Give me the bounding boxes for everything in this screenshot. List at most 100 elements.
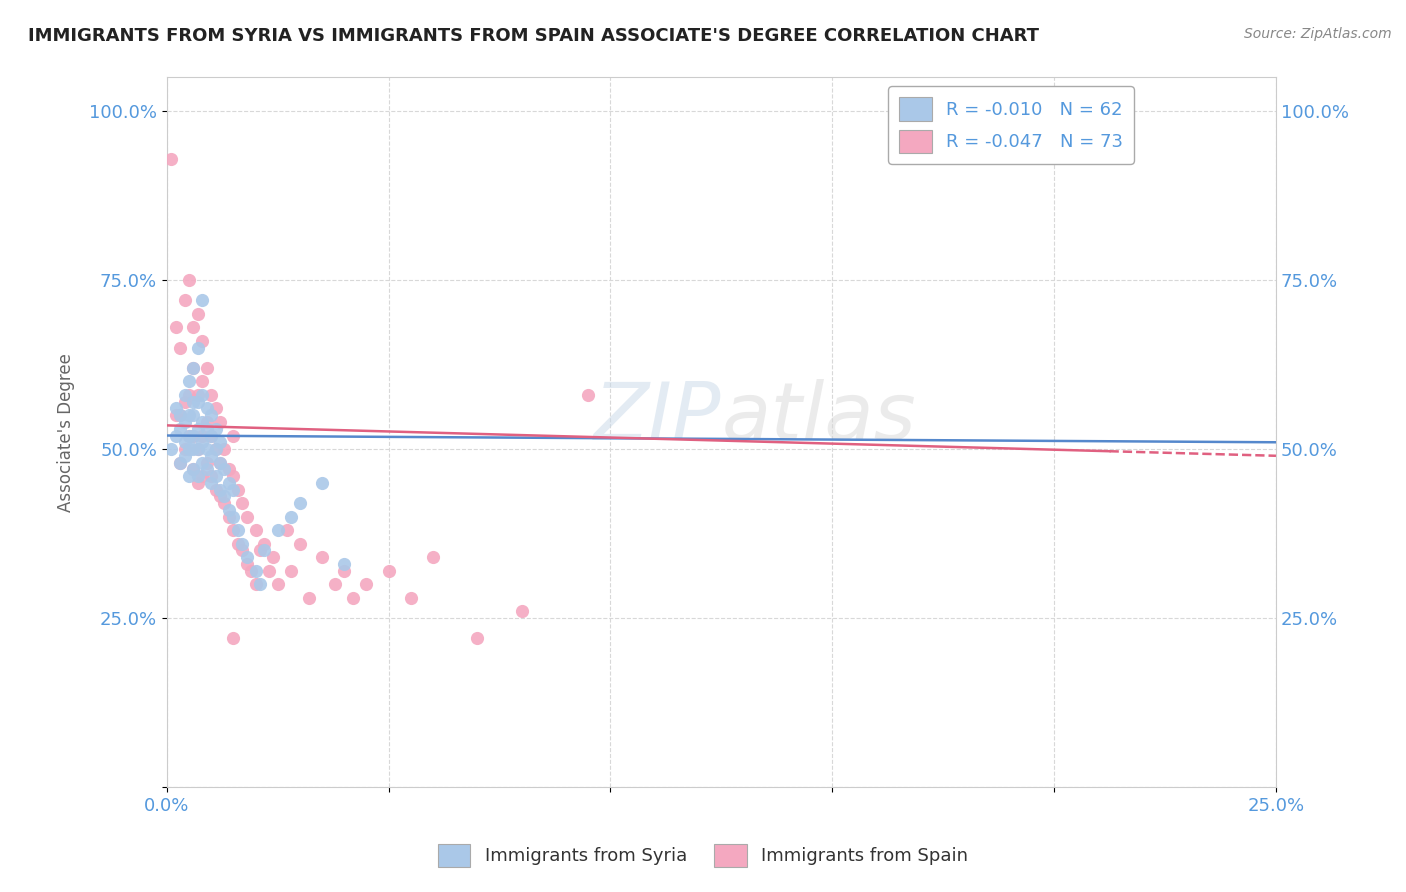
Point [267, 523, 290, 537]
Point [267, 577, 290, 591]
Point [169, 341, 191, 355]
Point [177, 388, 200, 402]
Point [204, 469, 226, 483]
Point [195, 401, 218, 416]
Point [187, 341, 209, 355]
Point [165, 320, 187, 334]
Point [160, 152, 183, 166]
Point [510, 604, 533, 618]
Point [195, 361, 218, 376]
Point [576, 388, 599, 402]
Point [200, 388, 222, 402]
Point [208, 415, 231, 429]
Point [231, 496, 253, 510]
Point [177, 428, 200, 442]
Point [253, 543, 276, 558]
Point [222, 631, 245, 645]
Point [222, 469, 245, 483]
Point [200, 428, 222, 442]
Point [183, 361, 205, 376]
Point [262, 550, 284, 565]
Point [218, 462, 240, 476]
Point [325, 577, 347, 591]
Point [208, 456, 231, 470]
Point [422, 550, 444, 565]
Point [276, 523, 298, 537]
Point [245, 523, 267, 537]
Point [226, 523, 249, 537]
Point [173, 415, 195, 429]
Point [257, 564, 280, 578]
Point [177, 273, 200, 287]
Point [218, 509, 240, 524]
Point [222, 523, 245, 537]
Point [187, 422, 209, 436]
Point [191, 293, 214, 308]
Point [333, 564, 356, 578]
Point [222, 428, 245, 442]
Point [222, 483, 245, 497]
Point [183, 462, 205, 476]
Point [288, 496, 311, 510]
Point [214, 496, 236, 510]
Point [218, 503, 240, 517]
Point [218, 475, 240, 490]
Point [235, 557, 257, 571]
Point [245, 564, 267, 578]
Point [333, 557, 356, 571]
Point [173, 435, 195, 450]
Point [169, 456, 191, 470]
Point [280, 509, 302, 524]
Point [208, 456, 231, 470]
Point [191, 334, 214, 348]
Point [195, 422, 218, 436]
Point [342, 591, 364, 605]
Point [214, 489, 236, 503]
Point [280, 564, 302, 578]
Legend: R = -0.010   N = 62, R = -0.047   N = 73: R = -0.010 N = 62, R = -0.047 N = 73 [889, 87, 1133, 163]
Point [204, 401, 226, 416]
Point [204, 442, 226, 456]
Point [235, 550, 257, 565]
Point [187, 469, 209, 483]
Point [235, 509, 257, 524]
Point [231, 543, 253, 558]
Point [222, 509, 245, 524]
Point [399, 591, 422, 605]
Point [226, 536, 249, 550]
Point [249, 577, 271, 591]
Point [183, 428, 205, 442]
Point [177, 469, 200, 483]
Point [173, 442, 195, 456]
Point [187, 394, 209, 409]
Y-axis label: Associate's Degree: Associate's Degree [58, 352, 75, 512]
Point [183, 394, 205, 409]
Point [208, 483, 231, 497]
Point [169, 409, 191, 423]
Legend: Immigrants from Syria, Immigrants from Spain: Immigrants from Syria, Immigrants from S… [430, 837, 976, 874]
Point [226, 483, 249, 497]
Point [191, 375, 214, 389]
Point [204, 422, 226, 436]
Text: ZIP: ZIP [593, 379, 721, 457]
Point [208, 435, 231, 450]
Point [191, 388, 214, 402]
Point [240, 564, 263, 578]
Point [288, 536, 311, 550]
Point [183, 428, 205, 442]
Point [195, 462, 218, 476]
Point [177, 428, 200, 442]
Point [173, 394, 195, 409]
Point [183, 462, 205, 476]
Point [187, 442, 209, 456]
Point [173, 449, 195, 463]
Point [173, 293, 195, 308]
Text: atlas: atlas [721, 379, 917, 457]
Point [187, 307, 209, 321]
Point [160, 442, 183, 456]
Point [187, 442, 209, 456]
Point [183, 409, 205, 423]
Point [249, 543, 271, 558]
Point [169, 456, 191, 470]
Point [231, 536, 253, 550]
